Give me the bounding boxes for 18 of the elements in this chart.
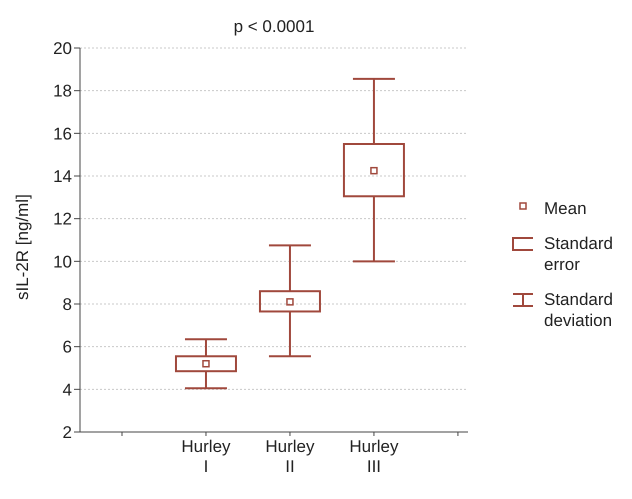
y-tick-label: 20 (53, 39, 72, 58)
y-tick-label: 2 (62, 423, 72, 442)
y-tick-label: 12 (53, 210, 72, 229)
chart-title: p < 0.0001 (234, 17, 314, 36)
text: Standard deviation (544, 289, 614, 331)
y-tick-label: 4 (62, 380, 72, 400)
y-tick-label: 6 (62, 338, 72, 357)
text: Standard error (544, 233, 614, 275)
y-tick-label: 10 (53, 252, 72, 272)
y-axis-title: sIL-2R [ng/ml] (13, 194, 32, 300)
text: Mean (544, 198, 588, 219)
y-tick-label: 8 (62, 295, 72, 314)
x-tick-label: Hurley II (265, 437, 316, 476)
y-tick-label: 16 (53, 124, 72, 144)
x-tick-label: Hurley I (181, 437, 232, 476)
y-tick-label: 14 (53, 167, 72, 186)
y-tick-label: 18 (53, 82, 72, 101)
x-tick-label: Hurley III (349, 437, 399, 476)
